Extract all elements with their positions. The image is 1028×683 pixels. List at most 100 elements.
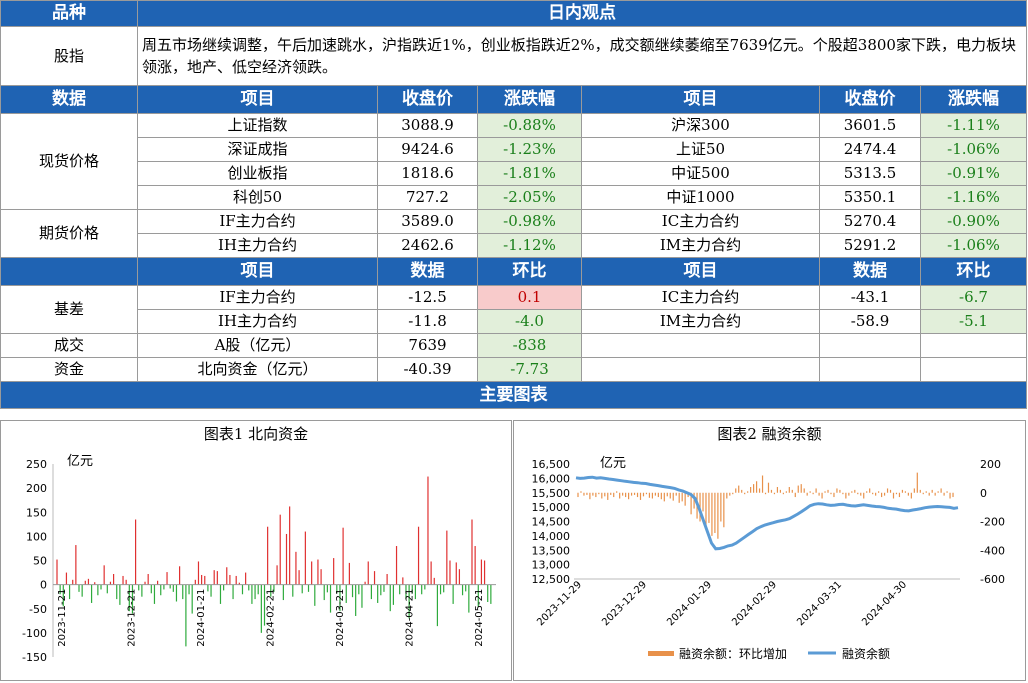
futures-name: IM主力合约 xyxy=(581,233,820,258)
empty-cell xyxy=(819,333,921,358)
spot-change: -1.06% xyxy=(920,137,1027,162)
spot-name: 中证500 xyxy=(581,161,820,186)
turnover-value: 7639 xyxy=(377,333,478,358)
y-tick-label: 50 xyxy=(33,555,47,568)
x-tick-label: 2023-11-21 xyxy=(57,589,68,647)
y-tick-label: 15,500 xyxy=(532,487,571,500)
futures-change: -1.12% xyxy=(477,233,582,258)
y-tick-label: 16,000 xyxy=(532,472,571,485)
x-tick-label: 2024-01-21 xyxy=(196,589,207,647)
x-tick-label: 2024-02-29 xyxy=(730,579,779,628)
spot-name: 上证50 xyxy=(581,137,820,162)
spot-change: -2.05% xyxy=(477,185,582,210)
x-tick-label: 2024-04-21 xyxy=(405,589,416,647)
y-tick-label: 14,500 xyxy=(532,516,571,529)
y2-tick-label: -600 xyxy=(980,573,1005,586)
spot-close: 5350.1 xyxy=(819,185,921,210)
legend-line-label: 融资余额 xyxy=(842,646,890,661)
charts-area: 图表1 北向资金 亿元 250 200 150 100 50 0 -50 -100 -150 202… xyxy=(0,420,1026,682)
spot-name: 深证成指 xyxy=(137,137,378,162)
spot-close: 727.2 xyxy=(377,185,478,210)
spot-change: -1.11% xyxy=(920,113,1027,138)
spot-close: 5313.5 xyxy=(819,161,921,186)
x-tick-label: 2024-01-29 xyxy=(665,579,714,628)
basis-label: 基差 xyxy=(0,285,138,334)
close-header-right: 收盘价 xyxy=(819,85,921,114)
legend-bar-label: 融资余额：环比增加 xyxy=(679,646,787,661)
funds-ratio: -7.73 xyxy=(477,357,582,382)
basis-ratio: -6.7 xyxy=(920,285,1027,310)
futures-name: IC主力合约 xyxy=(581,209,820,234)
basis-name: IM主力合约 xyxy=(581,309,820,334)
y-tick-label: 250 xyxy=(26,458,47,471)
basis-value: -58.9 xyxy=(819,309,921,334)
item-header-right: 项目 xyxy=(581,85,820,114)
charts-section-title: 主要图表 xyxy=(0,381,1027,409)
y-tick-label: 14,000 xyxy=(532,530,571,543)
change-header-left: 涨跌幅 xyxy=(477,85,582,114)
x-tick-label: 2024-04-30 xyxy=(860,579,909,628)
change-header-right: 涨跌幅 xyxy=(920,85,1027,114)
spot-close: 1818.6 xyxy=(377,161,478,186)
basis-value: -11.8 xyxy=(377,309,478,334)
futures-change: -1.06% xyxy=(920,233,1027,258)
market-commentary: 周五市场继续调整，午后加速跳水，沪指跌近1%，创业板指跌近2%，成交额继续萎缩至… xyxy=(137,26,1027,86)
basis-ratio: 0.1 xyxy=(477,285,582,310)
data-header-label: 数据 xyxy=(0,85,138,114)
main-table: 品种 日内观点 股指 周五市场继续调整，午后加速跳水，沪指跌近1%，创业板指跌近… xyxy=(0,0,1027,409)
basis-ratio: -5.1 xyxy=(920,309,1027,334)
basis-data-header-left: 数据 xyxy=(377,257,478,286)
y-tick-label: -150 xyxy=(22,651,47,664)
turnover-ratio: -838 xyxy=(477,333,582,358)
spot-price-label: 现货价格 xyxy=(0,113,138,210)
chart1-title: 图表1 北向资金 xyxy=(203,425,309,443)
basis-data-header-right: 数据 xyxy=(819,257,921,286)
y-tick-label: 13,000 xyxy=(532,559,571,572)
item-header-left: 项目 xyxy=(137,85,378,114)
northbound-chart-box: 图表1 北向资金 亿元 250 200 150 100 50 0 -50 -100 -150 202… xyxy=(0,420,512,681)
empty-cell xyxy=(581,333,820,358)
spot-close: 2474.4 xyxy=(819,137,921,162)
futures-close: 5270.4 xyxy=(819,209,921,234)
legend-bar-swatch xyxy=(648,651,674,656)
spot-close: 3601.5 xyxy=(819,113,921,138)
y-tick-label: 0 xyxy=(40,579,47,592)
empty-cell xyxy=(819,357,921,382)
spot-close: 9424.6 xyxy=(377,137,478,162)
y2-tick-label: -200 xyxy=(980,516,1005,529)
y-tick-label: 150 xyxy=(26,506,47,519)
x-tick-label: 2024-05-21 xyxy=(474,589,485,647)
margin-balance-chart-box: 图表2 融资余额 亿元 16,500 16,000 15,500 15,000 14,50… xyxy=(513,420,1026,681)
spot-name: 科创50 xyxy=(137,185,378,210)
spot-change: -1.16% xyxy=(920,185,1027,210)
basis-value: -43.1 xyxy=(819,285,921,310)
y-tick-label: -50 xyxy=(29,603,47,616)
basis-ratio-header-left: 环比 xyxy=(477,257,582,286)
x-tick-label: 2023-11-29 xyxy=(535,579,584,628)
empty-cell xyxy=(920,357,1027,382)
chart2-title: 图表2 融资余额 xyxy=(717,425,822,443)
futures-name: IF主力合约 xyxy=(137,209,378,234)
funds-value: -40.39 xyxy=(377,357,478,382)
y-tick-label: 15,000 xyxy=(532,501,571,514)
x-tick-label: 2024-03-21 xyxy=(335,589,346,647)
spot-change: -1.81% xyxy=(477,161,582,186)
funds-label: 资金 xyxy=(0,357,138,382)
spot-close: 3088.9 xyxy=(377,113,478,138)
y2-tick-label: -400 xyxy=(980,544,1005,557)
basis-item-header-right: 项目 xyxy=(581,257,820,286)
futures-name: IH主力合约 xyxy=(137,233,378,258)
empty-cell xyxy=(581,357,820,382)
spot-name: 创业板指 xyxy=(137,161,378,186)
spot-name: 沪深300 xyxy=(581,113,820,138)
basis-item-header-left: 项目 xyxy=(137,257,378,286)
basis-name: IF主力合约 xyxy=(137,285,378,310)
futures-price-label: 期货价格 xyxy=(0,209,138,258)
y2-tick-label: 200 xyxy=(980,458,1001,471)
y-tick-label: 16,500 xyxy=(532,458,571,471)
x-tick-label: 2023-12-21 xyxy=(127,589,138,647)
basis-header-blank xyxy=(0,257,138,286)
x-tick-label: 2024-03-31 xyxy=(795,579,844,628)
northbound-chart: 亿元 250 200 150 100 50 0 -50 -100 -150 2023-11-21 20… xyxy=(22,454,496,664)
futures-close: 3589.0 xyxy=(377,209,478,234)
